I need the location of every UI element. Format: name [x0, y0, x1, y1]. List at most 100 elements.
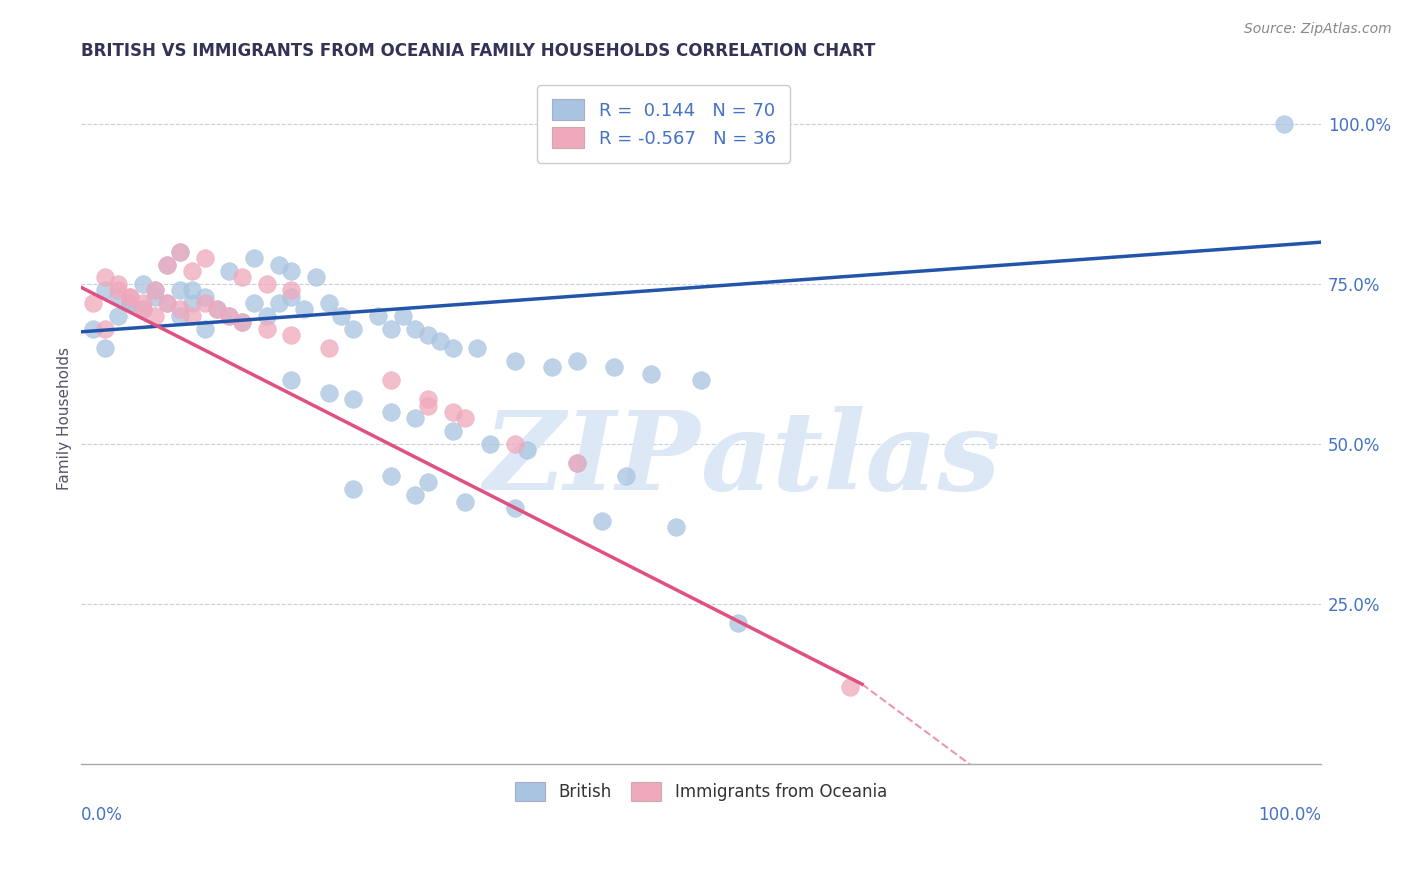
- Point: [404, 488, 426, 502]
- Point: [143, 309, 166, 323]
- Point: [231, 315, 253, 329]
- Point: [516, 443, 538, 458]
- Point: [467, 341, 489, 355]
- Point: [565, 456, 588, 470]
- Point: [727, 616, 749, 631]
- Legend: British, Immigrants from Oceania: British, Immigrants from Oceania: [502, 769, 900, 814]
- Point: [131, 277, 153, 291]
- Point: [82, 321, 104, 335]
- Point: [342, 392, 364, 406]
- Point: [503, 437, 526, 451]
- Point: [193, 251, 215, 265]
- Text: Source: ZipAtlas.com: Source: ZipAtlas.com: [1244, 22, 1392, 37]
- Point: [256, 321, 278, 335]
- Point: [205, 302, 228, 317]
- Point: [603, 360, 626, 375]
- Point: [305, 270, 328, 285]
- Point: [131, 302, 153, 317]
- Point: [156, 296, 179, 310]
- Point: [318, 385, 340, 400]
- Point: [256, 277, 278, 291]
- Point: [193, 321, 215, 335]
- Point: [231, 315, 253, 329]
- Point: [441, 405, 464, 419]
- Point: [94, 283, 117, 297]
- Point: [218, 264, 240, 278]
- Point: [107, 283, 129, 297]
- Point: [416, 475, 439, 490]
- Point: [143, 290, 166, 304]
- Point: [120, 290, 142, 304]
- Point: [380, 405, 402, 419]
- Point: [330, 309, 353, 323]
- Text: ZIP: ZIP: [484, 406, 700, 514]
- Text: 100.0%: 100.0%: [1258, 805, 1322, 824]
- Point: [169, 244, 191, 259]
- Point: [193, 290, 215, 304]
- Point: [380, 469, 402, 483]
- Point: [181, 264, 204, 278]
- Point: [392, 309, 415, 323]
- Point: [218, 309, 240, 323]
- Point: [454, 494, 477, 508]
- Point: [169, 283, 191, 297]
- Point: [193, 296, 215, 310]
- Point: [591, 514, 613, 528]
- Point: [143, 283, 166, 297]
- Point: [280, 283, 302, 297]
- Point: [280, 373, 302, 387]
- Point: [318, 296, 340, 310]
- Point: [416, 328, 439, 343]
- Point: [416, 399, 439, 413]
- Point: [181, 296, 204, 310]
- Point: [120, 296, 142, 310]
- Point: [156, 296, 179, 310]
- Point: [107, 290, 129, 304]
- Point: [665, 520, 688, 534]
- Point: [367, 309, 389, 323]
- Point: [231, 270, 253, 285]
- Point: [131, 302, 153, 317]
- Point: [181, 283, 204, 297]
- Point: [380, 321, 402, 335]
- Point: [218, 309, 240, 323]
- Point: [82, 296, 104, 310]
- Point: [503, 501, 526, 516]
- Point: [256, 309, 278, 323]
- Point: [318, 341, 340, 355]
- Point: [380, 373, 402, 387]
- Point: [441, 341, 464, 355]
- Point: [169, 309, 191, 323]
- Point: [143, 283, 166, 297]
- Point: [169, 302, 191, 317]
- Point: [120, 290, 142, 304]
- Point: [565, 353, 588, 368]
- Point: [243, 296, 266, 310]
- Point: [156, 258, 179, 272]
- Point: [169, 244, 191, 259]
- Point: [120, 296, 142, 310]
- Point: [640, 367, 662, 381]
- Point: [280, 264, 302, 278]
- Point: [107, 277, 129, 291]
- Y-axis label: Family Households: Family Households: [58, 347, 72, 490]
- Point: [292, 302, 315, 317]
- Point: [838, 681, 860, 695]
- Point: [280, 328, 302, 343]
- Point: [94, 321, 117, 335]
- Point: [267, 258, 290, 272]
- Point: [94, 341, 117, 355]
- Point: [454, 411, 477, 425]
- Point: [243, 251, 266, 265]
- Point: [342, 321, 364, 335]
- Point: [131, 296, 153, 310]
- Point: [429, 334, 451, 349]
- Point: [541, 360, 564, 375]
- Point: [404, 411, 426, 425]
- Point: [181, 309, 204, 323]
- Point: [689, 373, 711, 387]
- Point: [441, 424, 464, 438]
- Point: [267, 296, 290, 310]
- Point: [614, 469, 637, 483]
- Point: [478, 437, 501, 451]
